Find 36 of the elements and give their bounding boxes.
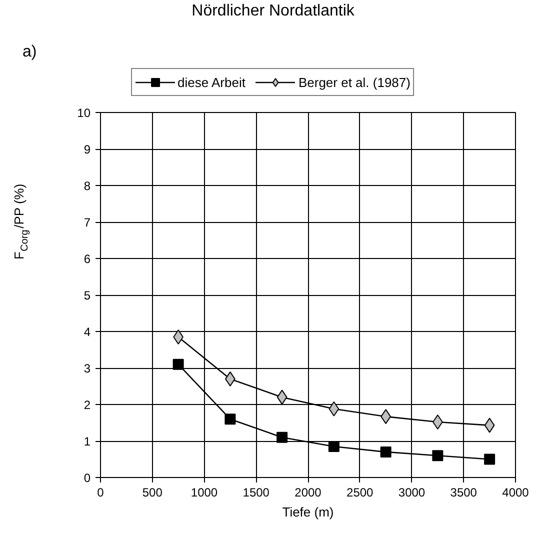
point (276, 432, 288, 443)
x-tick-label: 2500 (346, 486, 374, 500)
x-tick-label: 1000 (190, 486, 218, 500)
point (328, 440, 340, 452)
y-tick-label: 6 (84, 252, 91, 266)
x-tick-label: 0 (97, 486, 104, 500)
x-tick-label: 3500 (450, 486, 478, 500)
x-tick-label: 3000 (398, 486, 426, 500)
y-tick-label: 7 (84, 216, 91, 230)
y-tick-label: 1 (84, 434, 91, 448)
x-tick-label: 2000 (294, 486, 322, 500)
x-tick-label: 4000 (502, 486, 530, 500)
point (276, 390, 288, 405)
text: a) (22, 44, 37, 60)
y-tick-label: 10 (77, 106, 91, 120)
point (484, 454, 496, 465)
x-tick-label: 1500 (242, 486, 270, 500)
point (484, 418, 495, 433)
point (172, 358, 184, 370)
point (380, 446, 392, 458)
y-tick-label: 8 (84, 179, 91, 193)
y-tick-label: 5 (84, 288, 91, 302)
point (328, 401, 340, 416)
x-axis-title: Tiefe (m) (282, 504, 334, 520)
y-tick-label: 4 (84, 325, 91, 339)
x-tick-label: 500 (142, 486, 163, 500)
y-tick-label: 3 (84, 362, 91, 376)
y-tick-label: 2 (84, 398, 91, 412)
y-tick-label: 9 (84, 142, 91, 156)
legend-label: Berger et al. (1987) (298, 74, 410, 90)
legend-label: diese Arbeit (178, 74, 246, 90)
point (432, 450, 444, 462)
point (224, 414, 236, 425)
y-tick-label: 0 (84, 471, 91, 485)
chart-title: Nördlicher Nordatlantik (192, 2, 356, 20)
y-axis-title: FCorg/PP (%) (12, 184, 30, 260)
